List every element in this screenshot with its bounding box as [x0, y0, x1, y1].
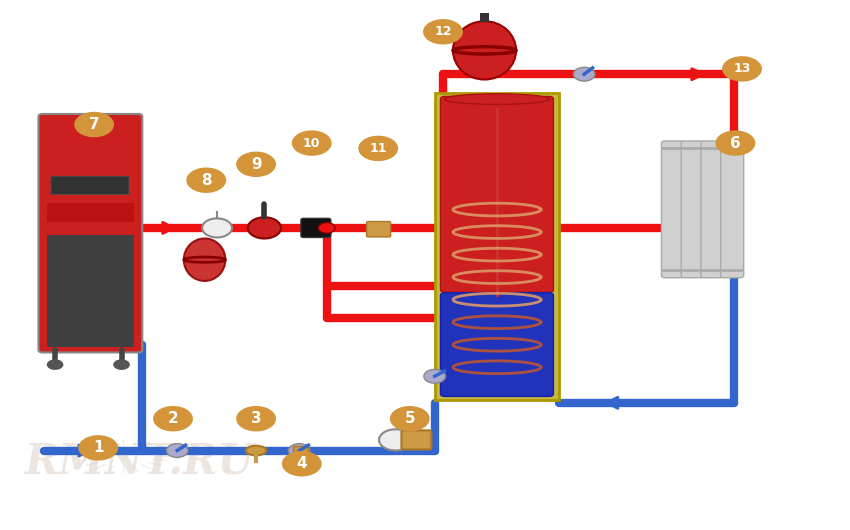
Text: 7: 7 — [88, 117, 99, 132]
Circle shape — [248, 217, 281, 238]
Text: 8: 8 — [201, 173, 212, 188]
Circle shape — [236, 406, 276, 431]
Circle shape — [288, 444, 310, 457]
Text: 3: 3 — [251, 411, 262, 426]
Circle shape — [236, 152, 276, 177]
Text: 11: 11 — [370, 142, 387, 155]
Text: 4: 4 — [297, 456, 307, 471]
Ellipse shape — [184, 238, 225, 281]
Circle shape — [423, 19, 463, 45]
Circle shape — [722, 56, 762, 82]
Text: 9: 9 — [251, 157, 262, 172]
Circle shape — [78, 435, 118, 461]
Circle shape — [390, 406, 430, 431]
Ellipse shape — [246, 446, 266, 455]
Text: 6: 6 — [730, 136, 740, 151]
Bar — [480, 13, 489, 22]
FancyBboxPatch shape — [366, 222, 391, 237]
Text: RMNT.RU: RMNT.RU — [25, 440, 255, 482]
FancyBboxPatch shape — [301, 218, 331, 237]
Ellipse shape — [445, 94, 549, 104]
Text: 2: 2 — [167, 411, 178, 426]
Circle shape — [282, 451, 321, 476]
FancyBboxPatch shape — [440, 96, 553, 293]
FancyBboxPatch shape — [38, 114, 142, 352]
Circle shape — [153, 406, 193, 431]
Circle shape — [292, 130, 332, 156]
FancyBboxPatch shape — [401, 430, 431, 449]
Ellipse shape — [453, 21, 516, 79]
Circle shape — [574, 67, 595, 81]
Text: 5: 5 — [405, 411, 415, 426]
FancyBboxPatch shape — [681, 141, 704, 278]
Circle shape — [74, 112, 114, 137]
Text: 1: 1 — [93, 440, 104, 455]
Circle shape — [186, 167, 226, 193]
FancyBboxPatch shape — [51, 176, 129, 195]
Bar — [47, 203, 134, 222]
Circle shape — [47, 359, 64, 370]
Circle shape — [716, 130, 756, 156]
Bar — [47, 235, 134, 347]
Bar — [293, 446, 309, 456]
Circle shape — [358, 136, 398, 161]
FancyBboxPatch shape — [440, 293, 553, 396]
FancyBboxPatch shape — [721, 141, 744, 278]
Circle shape — [202, 218, 232, 237]
Circle shape — [379, 429, 412, 450]
FancyBboxPatch shape — [701, 141, 724, 278]
Text: 13: 13 — [734, 63, 751, 75]
Circle shape — [113, 359, 130, 370]
Text: 12: 12 — [434, 25, 451, 38]
Text: 10: 10 — [303, 137, 320, 149]
Circle shape — [319, 223, 335, 233]
Circle shape — [167, 444, 188, 457]
Ellipse shape — [453, 47, 516, 54]
Bar — [434, 93, 559, 400]
Circle shape — [424, 369, 445, 383]
Ellipse shape — [184, 257, 225, 262]
FancyBboxPatch shape — [661, 141, 684, 278]
